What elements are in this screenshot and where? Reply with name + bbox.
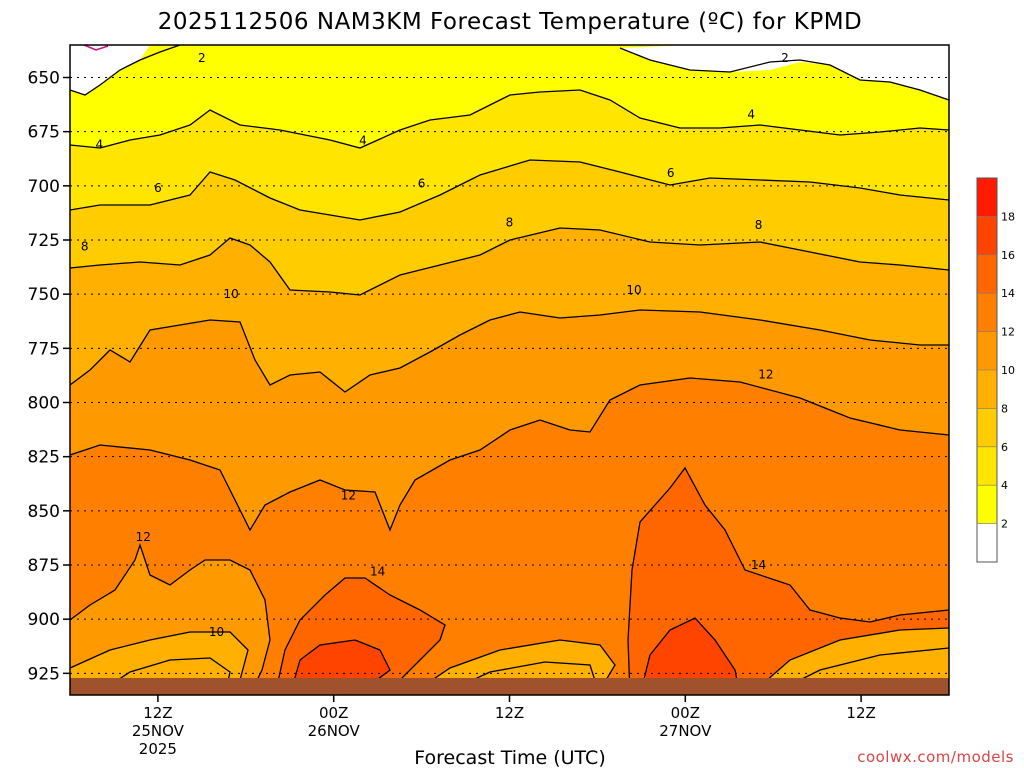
contour-10 xyxy=(69,309,949,393)
contour-lines xyxy=(69,44,950,696)
chart-title: 2025112506 NAM3KM Forecast Temperature (… xyxy=(158,9,863,35)
colorbar-label: 8 xyxy=(1001,402,1008,415)
contour-16-right xyxy=(639,617,741,696)
y-tick-label: 700 xyxy=(28,177,60,197)
contour-12 xyxy=(69,377,950,532)
contour-2-left xyxy=(69,44,181,96)
contour-10-lower-left xyxy=(69,631,249,696)
colorbar-segment xyxy=(977,370,997,409)
contour-label: 10 xyxy=(626,283,641,297)
contour-6 xyxy=(69,159,950,221)
x-tick-year: 2025 xyxy=(139,740,177,758)
colorbar-segment xyxy=(977,446,997,486)
contour-extra-lower-left xyxy=(94,657,231,696)
x-tick-date: 25NOV xyxy=(132,722,185,740)
y-tick-label: 850 xyxy=(28,502,60,522)
y-tick-label: 750 xyxy=(28,285,60,305)
y-axis: 650 675 700 725 750 775 800 825 850 875 900 925 xyxy=(28,69,70,684)
colorbar-segment xyxy=(977,178,997,217)
colorbar-segment xyxy=(977,331,997,370)
colorbar-label: 6 xyxy=(1001,441,1008,454)
contour-label: 10 xyxy=(209,625,224,639)
colorbar-segment xyxy=(977,293,997,332)
colorbar-label: 10 xyxy=(1001,364,1015,377)
contour-labels: 2 2 4 4 4 6 6 6 8 8 8 10 10 12 12 12 14 14 10 xyxy=(81,51,789,639)
freezing-contour-fragment xyxy=(83,44,109,51)
x-tick-date: 27NOV xyxy=(659,722,712,740)
x-tick-date: 26NOV xyxy=(308,722,361,740)
colorbar-segment xyxy=(977,254,997,294)
contour-label: 8 xyxy=(755,218,763,232)
contour-10-lower-right xyxy=(749,627,950,696)
terrain-ground xyxy=(70,678,949,695)
y-tick-label: 825 xyxy=(28,448,60,468)
colorbar-label: 12 xyxy=(1001,326,1015,339)
contour-label: 6 xyxy=(667,166,675,180)
colorbar-segment xyxy=(977,485,997,524)
colorbar-segment xyxy=(977,523,997,562)
colorbar-label: 4 xyxy=(1001,479,1008,492)
contour-label: 12 xyxy=(758,367,773,381)
contour-14-right xyxy=(627,466,950,696)
contour-label: 12 xyxy=(341,489,356,503)
x-tick-label: 12Z xyxy=(846,704,875,722)
colorbar-label: 18 xyxy=(1001,210,1015,223)
x-tick-label: 00Z xyxy=(671,704,700,722)
y-tick-label: 875 xyxy=(28,556,60,576)
colorbar-label: 16 xyxy=(1001,249,1015,262)
band-below-2-topleft xyxy=(70,45,150,95)
x-tick-label: 00Z xyxy=(319,704,348,722)
y-tick-label: 775 xyxy=(28,339,60,359)
credit-text: coolwx.com/models xyxy=(857,748,1014,766)
contour-label: 14 xyxy=(751,558,766,572)
y-tick-label: 900 xyxy=(28,610,60,630)
y-tick-label: 675 xyxy=(28,123,60,143)
contour-label: 6 xyxy=(154,181,162,195)
colorbar-label: 2 xyxy=(1001,518,1008,531)
y-tick-label: 925 xyxy=(28,664,60,684)
contour-8 xyxy=(69,227,950,296)
x-axis-title: Forecast Time (UTC) xyxy=(414,747,605,768)
y-tick-label: 650 xyxy=(28,69,60,89)
contour-label: 8 xyxy=(506,216,514,230)
contour-label: 8 xyxy=(81,240,89,254)
contour-label: 10 xyxy=(224,287,239,301)
y-tick-label: 800 xyxy=(28,394,60,414)
contour-label: 2 xyxy=(198,51,206,65)
band-below-2-topright xyxy=(620,45,949,100)
colorbar-label: 14 xyxy=(1001,287,1015,300)
contour-label: 2 xyxy=(781,51,789,65)
contour-label: 4 xyxy=(747,107,755,121)
x-tick-label: 12Z xyxy=(495,704,524,722)
colorbar-segment xyxy=(977,216,997,255)
contour-2-right xyxy=(619,47,950,101)
contour-label: 6 xyxy=(418,177,426,191)
contour-label: 14 xyxy=(370,565,385,579)
plot-area: 2 2 4 4 4 6 6 6 8 8 8 10 10 12 12 12 14 14 10 xyxy=(69,44,950,696)
colorbar: 2 4 6 8 10 12 14 16 18 xyxy=(976,177,1015,563)
contour-12-lower-left xyxy=(69,542,271,696)
x-tick-label: 12Z xyxy=(143,704,172,722)
contour-14-center xyxy=(274,577,446,696)
contour-label: 12 xyxy=(136,530,151,544)
y-tick-label: 725 xyxy=(28,231,60,251)
contour-label: 4 xyxy=(95,138,103,152)
contour-4 xyxy=(69,89,950,149)
colorbar-segment xyxy=(977,408,997,447)
contour-label: 4 xyxy=(359,133,367,147)
